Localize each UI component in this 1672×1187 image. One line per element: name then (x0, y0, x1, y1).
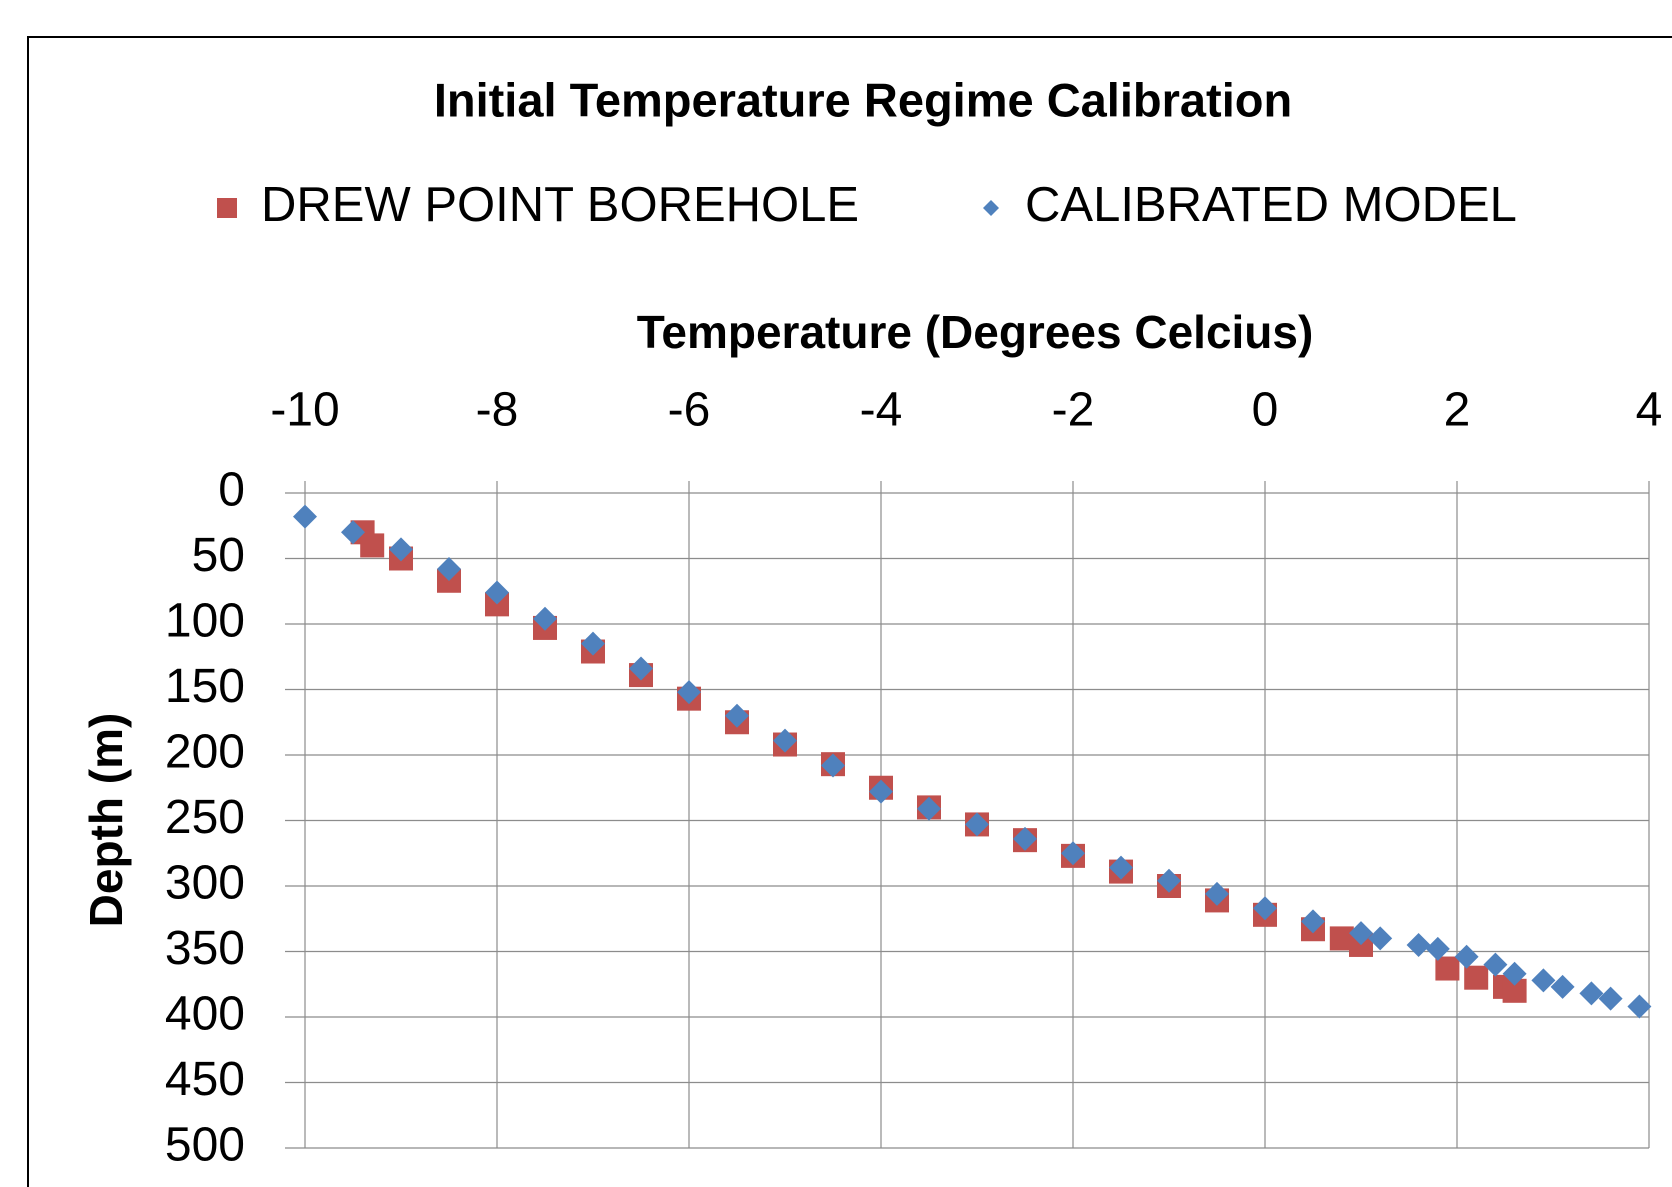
data-point (629, 656, 653, 681)
y-tick-label: 400 (165, 988, 245, 1041)
y-tick-label: 0 (218, 464, 245, 517)
data-point (1502, 961, 1527, 986)
x-tick-label: 4 (1636, 384, 1663, 437)
x-tick-label: -2 (1052, 384, 1095, 437)
y-tick-label: 150 (165, 660, 245, 713)
data-point (1349, 921, 1373, 946)
x-axis-title: Temperature (Degrees Celcius) (637, 306, 1314, 358)
data-point (1598, 986, 1623, 1011)
y-tick-label: 50 (192, 529, 245, 582)
data-point (917, 796, 941, 821)
legend-swatch (983, 200, 999, 216)
data-point (1531, 968, 1556, 993)
y-tick-label: 350 (165, 922, 245, 975)
data-point (677, 680, 701, 705)
data-point (389, 537, 413, 562)
x-tick-label: -8 (476, 384, 519, 437)
legend-label: CALIBRATED MODEL (1025, 178, 1517, 232)
data-point (485, 580, 509, 605)
chart-border (27, 36, 1672, 1187)
x-tick-label: -4 (860, 384, 903, 437)
data-point (293, 504, 317, 529)
data-point (1406, 932, 1431, 957)
y-tick-label: 500 (165, 1119, 245, 1172)
data-point (1205, 881, 1229, 906)
data-point (1464, 965, 1489, 990)
x-tick-label: 2 (1444, 384, 1471, 437)
x-tick-label: 0 (1252, 384, 1279, 437)
y-tick-label: 200 (165, 726, 245, 779)
data-point (437, 556, 461, 581)
data-point (1435, 956, 1460, 981)
y-tick-label: 100 (165, 595, 245, 648)
data-point (1301, 909, 1325, 934)
data-point (821, 753, 845, 778)
data-point (533, 606, 557, 631)
data-point (581, 631, 605, 656)
data-point (965, 812, 989, 837)
data-point (1157, 868, 1181, 893)
chart-title: Initial Temperature Regime Calibration (434, 73, 1292, 126)
y-axis-title: Depth (m) (80, 713, 132, 928)
data-point (869, 779, 893, 804)
x-tick-label: -6 (668, 384, 711, 437)
data-point (1061, 841, 1085, 866)
data-point (1550, 974, 1575, 999)
data-point (360, 533, 385, 558)
data-point (1109, 855, 1133, 880)
y-tick-label: 250 (165, 791, 245, 844)
data-point (725, 703, 749, 728)
data-point (341, 520, 365, 545)
data-point (1454, 944, 1479, 969)
y-tick-label: 300 (165, 857, 245, 910)
data-point (1627, 994, 1652, 1019)
data-point (1425, 936, 1450, 961)
data-point (1483, 952, 1508, 977)
data-point (1253, 896, 1277, 921)
legend-swatch (217, 198, 237, 218)
data-point (1579, 981, 1604, 1006)
data-point (1013, 826, 1037, 851)
data-point (773, 728, 797, 753)
x-tick-label: -10 (270, 384, 339, 437)
y-tick-label: 450 (165, 1053, 245, 1106)
legend-label: DREW POINT BOREHOLE (261, 178, 859, 232)
data-point (1368, 926, 1393, 951)
